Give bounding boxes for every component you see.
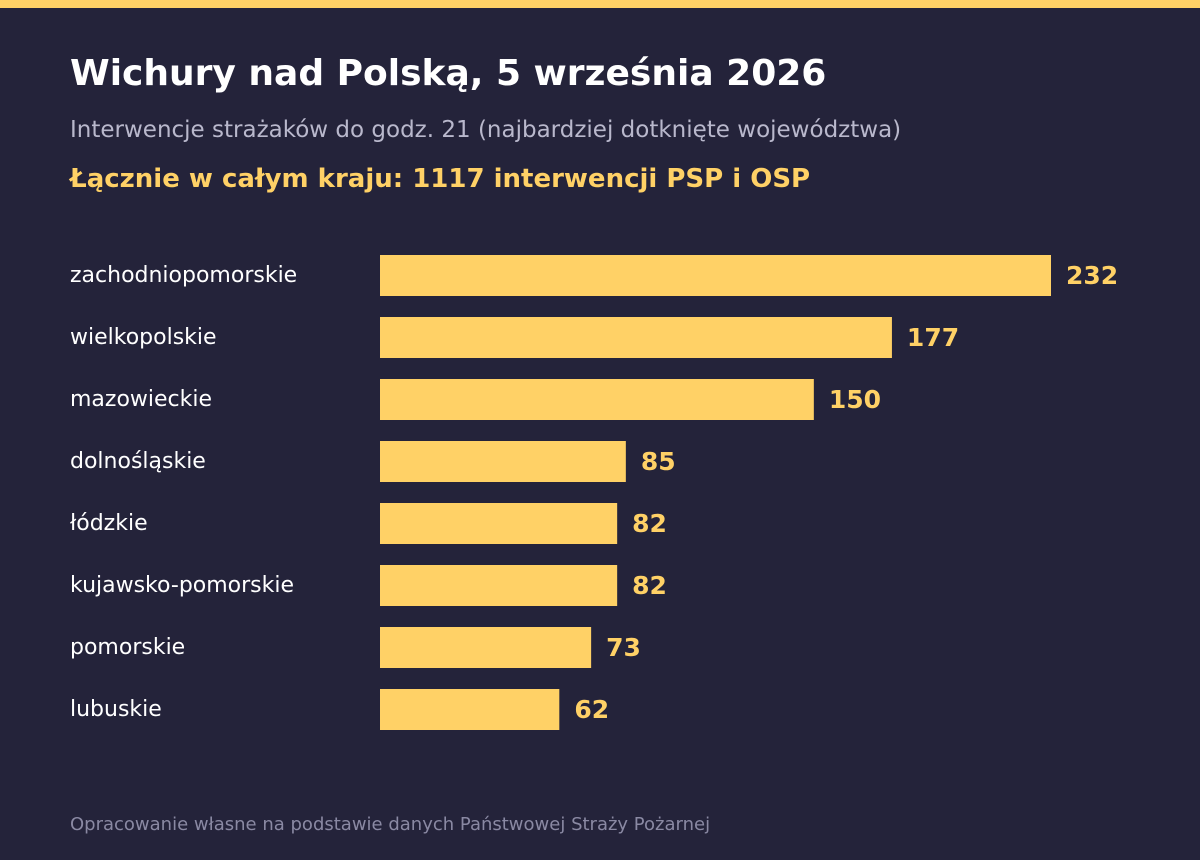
category-label: kujawsko-pomorskie — [70, 573, 294, 598]
category-label: zachodniopomorskie — [70, 263, 297, 288]
bar — [380, 565, 618, 606]
value-label: 73 — [606, 633, 641, 662]
bar — [380, 441, 626, 482]
bar — [380, 255, 1051, 296]
bar-row: lubuskie 62 — [70, 689, 609, 730]
bar — [380, 627, 592, 668]
bar-row: pomorskie 73 — [70, 627, 641, 668]
bar-row: mazowieckie 150 — [70, 379, 881, 420]
category-label: wielkopolskie — [70, 325, 217, 350]
value-label: 82 — [632, 509, 667, 538]
bar — [380, 317, 892, 358]
bar-chart: zachodniopomorskie 232 wielkopolskie 177 maz… — [70, 255, 1118, 730]
chart-subtitle: Interwencje strażaków do godz. 21 (najba… — [70, 117, 902, 143]
bar-row: wielkopolskie 177 — [70, 317, 959, 358]
bar-row: zachodniopomorskie 232 — [70, 255, 1118, 296]
national-total: Łącznie w całym kraju: 1117 interwencji … — [70, 164, 811, 194]
bar-row: łódzkie 82 — [70, 503, 667, 544]
value-label: 232 — [1066, 261, 1118, 290]
category-label: mazowieckie — [70, 387, 212, 412]
bar-row: kujawsko-pomorskie 82 — [70, 565, 667, 606]
bar — [380, 503, 618, 544]
source-note: Opracowanie własne na podstawie danych P… — [70, 814, 711, 835]
category-label: lubuskie — [70, 697, 162, 722]
value-label: 85 — [641, 447, 676, 476]
category-label: łódzkie — [70, 511, 148, 536]
bar-row: dolnośląskie 85 — [70, 441, 676, 482]
category-label: dolnośląskie — [70, 449, 206, 474]
bar — [380, 379, 814, 420]
chart-title: Wichury nad Polską, 5 września 2026 — [70, 53, 827, 94]
value-label: 62 — [574, 695, 609, 724]
value-label: 177 — [907, 323, 959, 352]
bar — [380, 689, 560, 730]
top-accent-bar — [0, 0, 1200, 8]
value-label: 150 — [829, 385, 881, 414]
category-label: pomorskie — [70, 635, 185, 660]
value-label: 82 — [632, 571, 667, 600]
